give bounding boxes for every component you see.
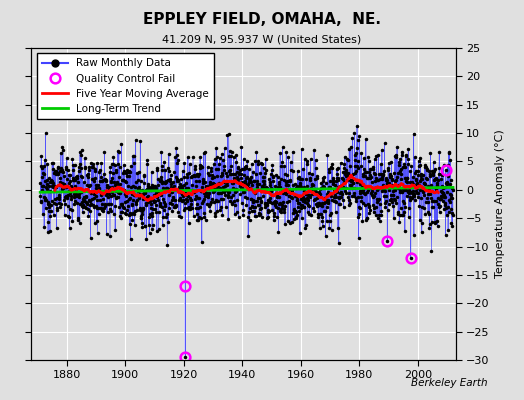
Text: 41.209 N, 95.937 W (United States): 41.209 N, 95.937 W (United States) xyxy=(162,34,362,44)
Text: EPPLEY FIELD, OMAHA,  NE.: EPPLEY FIELD, OMAHA, NE. xyxy=(143,12,381,27)
Text: Berkeley Earth: Berkeley Earth xyxy=(411,378,487,388)
Legend: Raw Monthly Data, Quality Control Fail, Five Year Moving Average, Long-Term Tren: Raw Monthly Data, Quality Control Fail, … xyxy=(37,53,214,119)
Y-axis label: Temperature Anomaly (°C): Temperature Anomaly (°C) xyxy=(495,130,505,278)
